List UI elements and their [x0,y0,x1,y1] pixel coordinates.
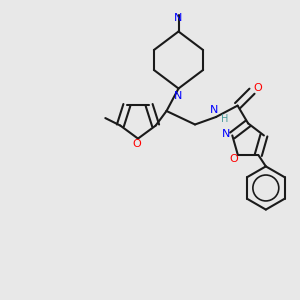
Text: N: N [221,129,230,139]
Text: O: O [229,154,238,164]
Text: N: N [209,105,218,115]
Text: O: O [132,139,141,149]
Text: N: N [174,92,183,101]
Text: H: H [221,114,228,124]
Text: O: O [253,82,262,93]
Text: N: N [174,13,183,23]
